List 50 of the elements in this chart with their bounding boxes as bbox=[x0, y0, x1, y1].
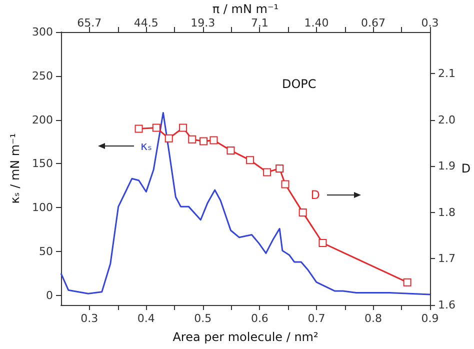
x-axis-title: Area per molecule / nm² bbox=[172, 330, 318, 344]
x-tick-label: 0.9 bbox=[421, 312, 439, 325]
point bbox=[263, 168, 272, 176]
text: 0.67 bbox=[360, 16, 386, 30]
point bbox=[246, 156, 254, 164]
point bbox=[403, 278, 412, 286]
y2-tick-label: 1.9 bbox=[438, 160, 456, 173]
y2-tick-label: 1.8 bbox=[438, 206, 456, 219]
x-tick-label: 0.6 bbox=[250, 312, 268, 325]
x-tick-label: 0.3 bbox=[80, 312, 98, 325]
y2-tick-label: 2.0 bbox=[438, 113, 456, 126]
y-tick-label: 0 bbox=[46, 288, 53, 302]
point bbox=[210, 136, 218, 144]
text: 44.5 bbox=[134, 16, 158, 30]
y-tick-label: 250 bbox=[32, 69, 53, 82]
y-tick-label: 200 bbox=[32, 113, 53, 126]
point bbox=[199, 137, 208, 146]
y2-axis-title: D bbox=[461, 162, 471, 176]
series-label: κₛ bbox=[140, 139, 152, 154]
y-axis-title: κₛ / mN m⁻¹ bbox=[8, 133, 22, 204]
y-tick-label: 50 bbox=[39, 244, 53, 258]
point bbox=[281, 180, 290, 188]
line-series bbox=[60, 112, 431, 296]
y2-tick-label: 1.6 bbox=[438, 298, 456, 312]
y-tick-label: 150 bbox=[32, 157, 53, 170]
text: 0.3 bbox=[421, 16, 439, 30]
x-tick-label: 0.8 bbox=[364, 312, 382, 325]
text: 65.7 bbox=[77, 16, 102, 30]
x-tick-label: 0.7 bbox=[308, 312, 326, 325]
annotation: DOPC bbox=[282, 77, 316, 91]
x-tick-label: 0.4 bbox=[137, 312, 155, 325]
point bbox=[152, 124, 160, 132]
text: 1.40 bbox=[304, 16, 329, 30]
y-tick-label: 100 bbox=[32, 201, 53, 214]
point bbox=[164, 134, 173, 142]
y2-tick-label: 2.1 bbox=[438, 67, 456, 80]
x2-axis-title: π / mN m⁻¹ bbox=[212, 2, 279, 16]
point bbox=[276, 164, 284, 172]
y-tick-label: 300 bbox=[32, 26, 53, 38]
y2-tick-label: 1.7 bbox=[438, 252, 456, 266]
point bbox=[298, 208, 307, 216]
text: 19.3 bbox=[190, 16, 216, 30]
point bbox=[134, 124, 143, 133]
point bbox=[188, 135, 196, 144]
point bbox=[318, 238, 327, 247]
series-label: D bbox=[310, 188, 320, 202]
point bbox=[179, 124, 188, 132]
x-tick-label: 0.5 bbox=[194, 312, 212, 325]
text: 7.1 bbox=[250, 16, 268, 30]
point bbox=[226, 146, 235, 154]
